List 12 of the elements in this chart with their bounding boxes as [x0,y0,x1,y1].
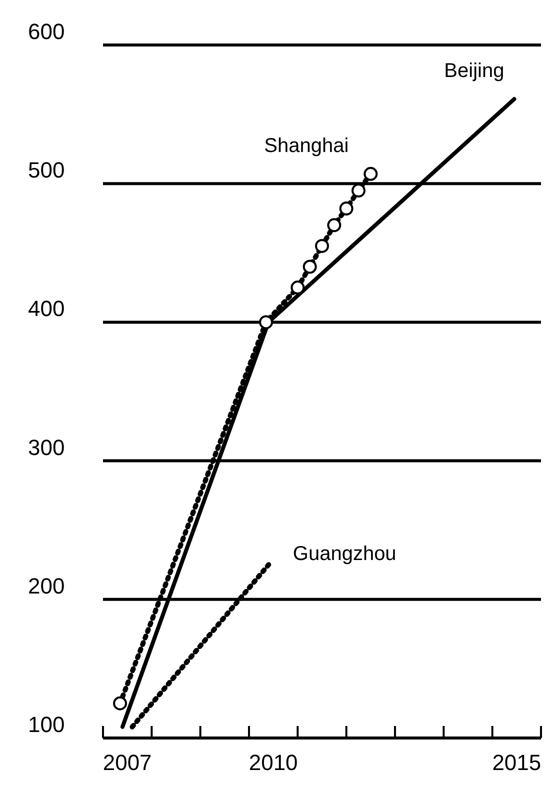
series-label: Shanghai [264,134,349,157]
y-tick-label: 300 [28,434,65,460]
y-tick-label: 600 [28,19,65,44]
y-tick-label: 100 [28,712,65,737]
x-tick-label: 2010 [248,750,298,775]
x-tick-label: 2007 [102,750,152,775]
y-tick-label: 200 [28,573,65,598]
series-label: Guangzhou [292,542,396,565]
y-tick-label: 500 [28,158,65,183]
series-label: Beijing [444,60,504,82]
x-tick-label: 2015 [492,750,542,775]
y-tick-label: 400 [28,296,65,322]
